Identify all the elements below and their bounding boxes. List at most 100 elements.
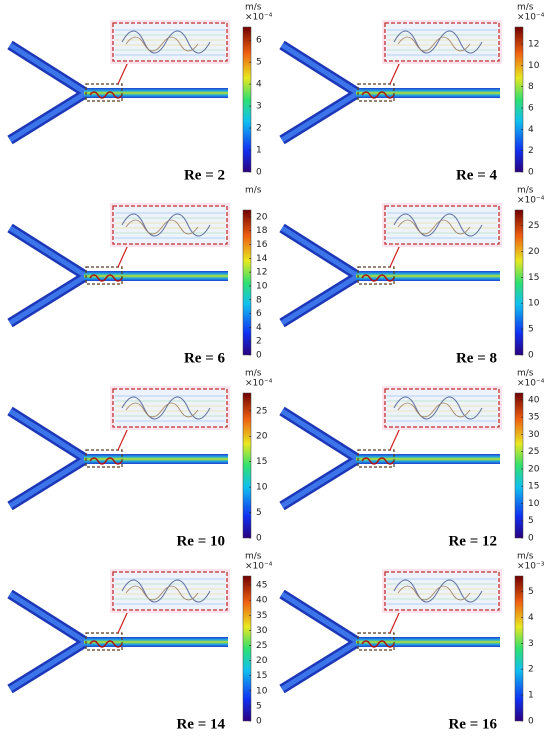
inlet-arm: [7, 589, 96, 694]
colorbar-tick-label: 12: [528, 40, 539, 50]
inlet-arm-core: [280, 591, 363, 692]
inset-wave: [121, 213, 211, 237]
colorbar-tick-label: 10: [528, 499, 540, 509]
inlet-arm-core: [8, 408, 91, 509]
main-channel: [84, 454, 228, 464]
main-channel: [356, 88, 500, 98]
panel: m/s×10⁻⁴ 0 2 4 6 8 10 12 Re = 4: [279, 3, 545, 183]
colorbar-tick-label: 16: [256, 240, 268, 250]
colorbar-tick-label: 6: [528, 104, 534, 114]
colorbar-tick-label: 30: [528, 430, 540, 440]
reynolds-label: Re = 16: [448, 716, 497, 732]
colorbar-tick-label: 1: [528, 691, 534, 701]
colorbar-tick-label: 25: [528, 447, 539, 457]
colorbar-tick-label: 4: [528, 613, 534, 623]
zoom-box: [85, 266, 123, 285]
colorbar-unit: m/s: [245, 369, 262, 379]
zoom-box: [357, 449, 395, 468]
colorbar-tick-label: 3: [528, 639, 534, 649]
zoom-connector: [117, 610, 129, 634]
inset-wave: [125, 585, 199, 601]
colorbar-tick-label: 2: [528, 146, 534, 156]
panel: m/s×10⁻⁴ 0 5 10 15 20 25 Re = 8: [279, 186, 545, 366]
colorbar-tick-label: 2: [256, 124, 262, 134]
main-channel: [356, 271, 500, 281]
inlet-arm-core: [280, 225, 363, 326]
inset-wave: [397, 219, 471, 235]
zoom-connector: [389, 61, 401, 85]
zoom-connector: [117, 244, 129, 268]
colorbar-tick-label: 20: [256, 212, 268, 222]
colorbar-tick-label: 0: [528, 534, 534, 544]
colorbar-tick-label: 8: [528, 82, 534, 92]
panel: m/s×10⁻⁴ 0 1 2 3 4 5 6 Re = 2: [7, 3, 273, 183]
colorbar-tick-label: 6: [256, 309, 262, 319]
main-channel: [356, 454, 500, 464]
reynolds-label: Re = 14: [176, 716, 225, 732]
colorbar-tick-label: 6: [256, 36, 262, 46]
zoom-connector: [117, 61, 129, 85]
colorbar-tick-label: 12: [256, 268, 267, 278]
colorbar-exponent: ×10⁻⁴: [245, 13, 273, 23]
colorbar-tick-label: 8: [256, 295, 262, 305]
panel: m/s×10⁻³ 0 1 2 3 4 5 Re = 16: [279, 552, 545, 732]
wave: [361, 640, 395, 648]
reynolds-label: Re = 2: [184, 167, 225, 183]
panel: m/s×10⁻⁴ 0 5 10 15 20 25 30 35 40 45 Re = 14: [7, 552, 273, 732]
reynolds-label: Re = 6: [184, 350, 226, 366]
colorbar: [514, 575, 524, 722]
colorbar-tick-label: 5: [256, 508, 262, 518]
colorbar-tick-label: 25: [256, 406, 267, 416]
inlet-arm-core: [280, 408, 363, 509]
colorbar-tick-label: 0: [256, 351, 262, 361]
colorbar-tick-label: 40: [528, 395, 540, 405]
colorbar-tick-label: 15: [528, 482, 539, 492]
colorbar-tick-label: 5: [256, 701, 262, 711]
colorbar-tick-label: 0: [528, 717, 534, 727]
colorbar-unit: m/s: [517, 186, 534, 196]
colorbar-tick-label: 35: [256, 611, 267, 621]
colorbar-tick-label: 5: [528, 325, 534, 335]
colorbar-unit: m/s: [245, 552, 262, 562]
main-channel: [356, 637, 500, 647]
colorbar-tick-label: 10: [528, 299, 540, 309]
panel: m/s 0 2 4 6 8 10 12 14 16 18 20 Re = 6: [7, 186, 268, 366]
colorbar-tick-label: 5: [528, 587, 534, 597]
colorbar-tick-label: 14: [256, 254, 268, 264]
wave: [89, 457, 123, 465]
zoom-box: [357, 632, 395, 651]
colorbar: [514, 26, 524, 173]
inlet-arm: [279, 223, 368, 328]
inlet-arm: [279, 40, 368, 145]
inlet-arm-core: [8, 225, 91, 326]
inlet-arm: [279, 589, 368, 694]
wave: [361, 274, 395, 282]
inset-wave: [393, 579, 483, 603]
main-channel: [84, 88, 228, 98]
panel: m/s×10⁻⁴ 0 5 10 15 20 25 30 35 40 Re = 12: [279, 369, 545, 549]
inset-wave: [121, 579, 211, 603]
colorbar-tick-label: 40: [256, 596, 268, 606]
inlet-arm: [7, 223, 96, 328]
wave: [361, 457, 395, 465]
colorbar-unit: m/s: [245, 186, 262, 196]
inset-wave: [125, 219, 199, 235]
colorbar: [242, 392, 252, 539]
wave: [89, 91, 123, 99]
inset-wave: [125, 402, 199, 418]
inset-wave: [125, 36, 199, 52]
colorbar-tick-label: 3: [256, 102, 262, 112]
colorbar: [242, 575, 252, 722]
zoom-connector: [389, 244, 401, 268]
main-channel: [84, 271, 228, 281]
reynolds-label: Re = 4: [456, 167, 498, 183]
wave: [89, 640, 123, 648]
reynolds-label: Re = 8: [456, 350, 497, 366]
colorbar: [242, 209, 252, 356]
colorbar-tick-label: 4: [256, 323, 262, 333]
zoom-connector: [389, 610, 401, 634]
colorbar-tick-label: 20: [256, 432, 268, 442]
colorbar-exponent: ×10⁻⁴: [517, 13, 545, 23]
colorbar-tick-label: 45: [256, 581, 267, 591]
